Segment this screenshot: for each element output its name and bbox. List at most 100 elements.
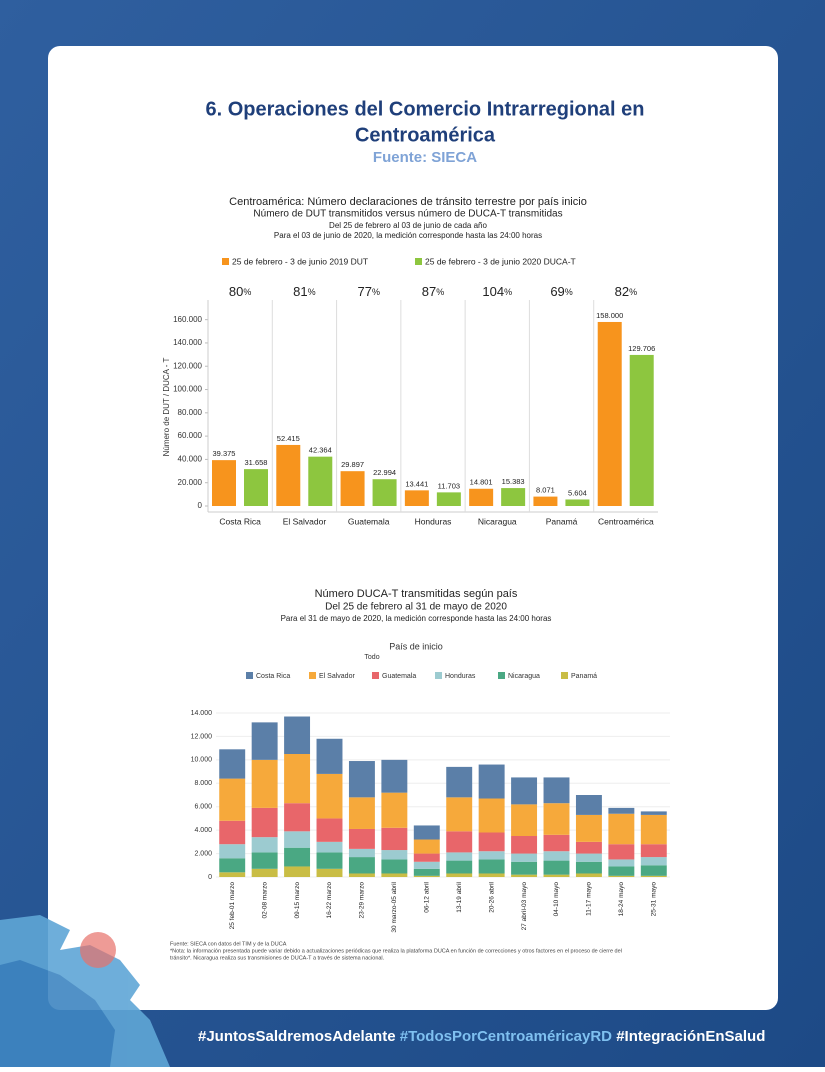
value-label: 22.994 [373, 468, 396, 477]
bar-segment [284, 866, 311, 877]
x-tick-label: El Salvador [283, 516, 327, 526]
x-tick-label: 27 abril-03 mayo [521, 882, 528, 931]
y-tick-label: 100.000 [173, 385, 202, 394]
x-tick-label: 09-15 marzo [294, 882, 301, 919]
bar-segment [446, 860, 473, 874]
x-tick-label: Honduras [415, 516, 452, 526]
x-tick-label: Centroamérica [598, 516, 654, 526]
bar-segment [316, 841, 343, 853]
bar-segment [316, 773, 343, 819]
bar-segment [640, 865, 667, 876]
bar [212, 460, 236, 506]
chart-title: Número DUCA-T transmitidas según país [315, 588, 518, 600]
y-tick-label: 40.000 [178, 455, 203, 464]
y-tick-label: 8.000 [194, 780, 212, 787]
bar-segment [316, 738, 343, 774]
x-tick-label: 04-10 mayo [553, 882, 560, 917]
ratio-unit: % [372, 287, 380, 297]
bar-segment [608, 807, 635, 814]
legend-label: El Salvador [319, 673, 355, 680]
legend-label: 25 de febrero - 3 de junio 2019 DUT [232, 256, 368, 266]
value-label: 31.658 [245, 458, 268, 467]
bar-segment [219, 778, 246, 821]
hashtag: #TodosPorCentroaméricayRD [400, 1028, 612, 1045]
value-label: 29.897 [341, 460, 364, 469]
bar-segment [543, 874, 570, 877]
ratio-label: 77% [357, 284, 379, 299]
bar-segment [348, 761, 375, 798]
x-tick-label: 23-29 marzo [359, 882, 366, 919]
bar-segment [543, 834, 570, 852]
legend-swatch [561, 672, 568, 679]
source: Fuente: SIECA [373, 149, 477, 166]
bar [533, 496, 558, 506]
ratio-unit: % [308, 287, 316, 297]
bar-segment [575, 853, 602, 862]
bar-segment [413, 825, 440, 840]
bar-segment [381, 873, 408, 877]
value-label: 52.415 [277, 434, 300, 443]
footnote: *Nota: la información presentada puede v… [170, 948, 622, 954]
bar-segment [219, 858, 246, 873]
bar-segment [478, 851, 505, 860]
chart-subtitle: Del 25 de febrero al 03 de junio de cada… [329, 221, 487, 230]
bar [501, 488, 526, 506]
value-label: 42.364 [309, 446, 332, 455]
bar-segment [446, 873, 473, 877]
ratio-value: 104 [482, 284, 504, 299]
bar-segment [316, 868, 343, 877]
ratio-label: 104% [482, 284, 512, 299]
bar-segment [575, 814, 602, 842]
bar [244, 469, 268, 506]
bar-segment [219, 872, 246, 877]
x-tick-label: Guatemala [348, 516, 390, 526]
y-tick-label: 120.000 [173, 361, 202, 370]
y-tick-label: 0 [198, 501, 203, 510]
ratio-unit: % [243, 287, 251, 297]
bar-segment [511, 804, 538, 836]
footnote: Fuente: SIECA con datos del TIM y de la … [170, 941, 287, 947]
y-tick-label: 2.000 [194, 850, 212, 857]
card [48, 46, 778, 1010]
legend-swatch [309, 672, 316, 679]
bar [629, 354, 654, 506]
ratio-value: 87 [422, 284, 436, 299]
bar-segment [348, 848, 375, 858]
y-tick-label: 6.000 [194, 804, 212, 811]
bar [276, 444, 301, 506]
x-tick-label: 06-12 abril [424, 881, 431, 912]
ratio-unit: % [436, 287, 444, 297]
value-label: 11.703 [438, 481, 460, 490]
ratio-value: 69 [550, 284, 564, 299]
y-tick-label: 0 [208, 874, 212, 881]
legend-label: Costa Rica [256, 673, 290, 680]
bar-segment [575, 795, 602, 815]
value-label: 14.801 [470, 478, 493, 487]
bar-segment [640, 811, 667, 815]
bar-segment [511, 836, 538, 854]
legend-label: Honduras [445, 673, 476, 680]
bar-segment [511, 861, 538, 875]
bar-segment [511, 853, 538, 862]
bar-segment [575, 861, 602, 874]
bar-segment [478, 832, 505, 852]
bar-segment [511, 874, 538, 877]
y-tick-label: 12.000 [191, 733, 213, 740]
bar-segment [511, 777, 538, 805]
x-tick-label: Panamá [546, 516, 578, 526]
ratio-value: 81 [293, 284, 307, 299]
value-label: 158.000 [596, 311, 623, 320]
ratio-label: 80% [229, 284, 251, 299]
bar-segment [284, 803, 311, 832]
bar-segment [381, 850, 408, 860]
bar-segment [348, 873, 375, 877]
x-tick-label: 20-26 abril [488, 881, 495, 912]
bar-segment [543, 851, 570, 861]
bar-segment [640, 844, 667, 858]
legend-label: Guatemala [382, 673, 416, 680]
bar-segment [413, 868, 440, 876]
bar [372, 479, 397, 506]
bar-segment [413, 839, 440, 854]
ratio-value: 82 [615, 284, 629, 299]
